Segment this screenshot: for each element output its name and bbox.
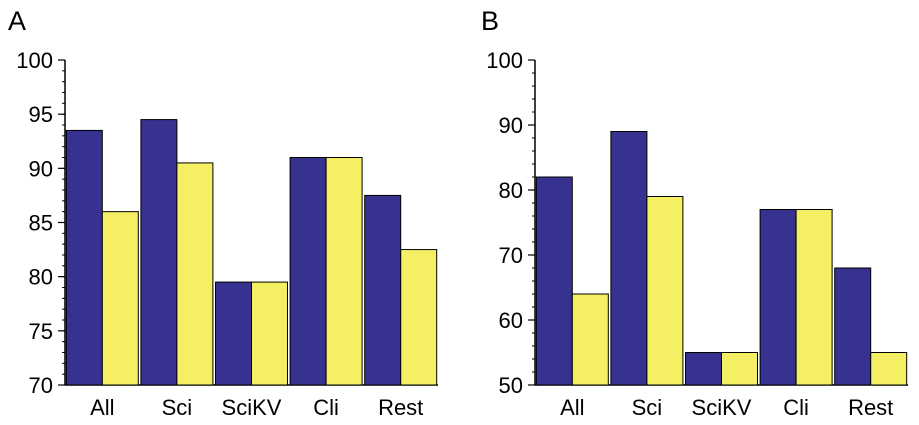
bar-a-cli-series1 xyxy=(289,157,327,386)
bar-a-scikv-series2 xyxy=(251,281,288,386)
x-tick-label: Sci xyxy=(162,395,193,420)
bar-a-rest-series1 xyxy=(364,194,402,386)
chart-a: 70 75 80 85 90 95 100 All Sci SciKV Cli Rest xyxy=(16,48,438,420)
x-tick-label: Cli xyxy=(313,395,339,420)
x-tick-label: Sci xyxy=(632,395,663,420)
y-tick-label: 100 xyxy=(486,48,523,73)
y-tick-label: 60 xyxy=(499,308,523,333)
chart-b: 50 60 70 80 90 100 All Sci SciKV Cli Rest xyxy=(486,48,908,420)
x-tick-label: Rest xyxy=(848,395,893,420)
y-tick-label: 50 xyxy=(499,373,523,398)
y-tick-label: 90 xyxy=(29,156,53,181)
bar-a-scikv-series1 xyxy=(215,281,252,386)
bar-b-scikv-series2 xyxy=(721,352,758,386)
panel-a-label: A xyxy=(8,6,27,36)
x-tick-label: Rest xyxy=(378,395,423,420)
x-tick-label: SciKV xyxy=(692,395,752,420)
bar-a-rest-series2 xyxy=(400,249,438,386)
bar-b-sci-series2 xyxy=(646,196,684,386)
x-tick-label: All xyxy=(90,395,114,420)
panel-b-label: B xyxy=(481,6,500,36)
y-tick-label: 80 xyxy=(29,265,53,290)
bar-a-sci-series2 xyxy=(176,162,214,386)
bar-b-sci-series1 xyxy=(610,131,648,386)
y-tick-label: 90 xyxy=(499,113,523,138)
y-tick-label: 85 xyxy=(29,211,53,236)
bar-b-cli-series1 xyxy=(759,209,797,386)
bar-b-all-series2 xyxy=(571,293,609,386)
bar-b-rest-series2 xyxy=(870,352,908,386)
bar-b-cli-series2 xyxy=(795,209,833,386)
bar-a-all-series1 xyxy=(65,129,103,386)
bar-a-cli-series2 xyxy=(325,157,363,386)
y-tick-label: 70 xyxy=(499,243,523,268)
y-tick-label: 75 xyxy=(29,319,53,344)
bar-b-rest-series1 xyxy=(834,267,872,386)
x-tick-label: Cli xyxy=(783,395,809,420)
bar-a-sci-series1 xyxy=(140,119,178,386)
x-tick-label: SciKV xyxy=(222,395,282,420)
y-tick-label: 95 xyxy=(29,102,53,127)
bar-b-all-series1 xyxy=(535,176,573,386)
x-tick-label: All xyxy=(560,395,584,420)
y-tick-label: 70 xyxy=(29,373,53,398)
y-tick-label: 80 xyxy=(499,178,523,203)
y-tick-label: 100 xyxy=(16,48,53,73)
bar-b-scikv-series1 xyxy=(685,352,722,386)
bar-a-all-series2 xyxy=(101,211,139,386)
